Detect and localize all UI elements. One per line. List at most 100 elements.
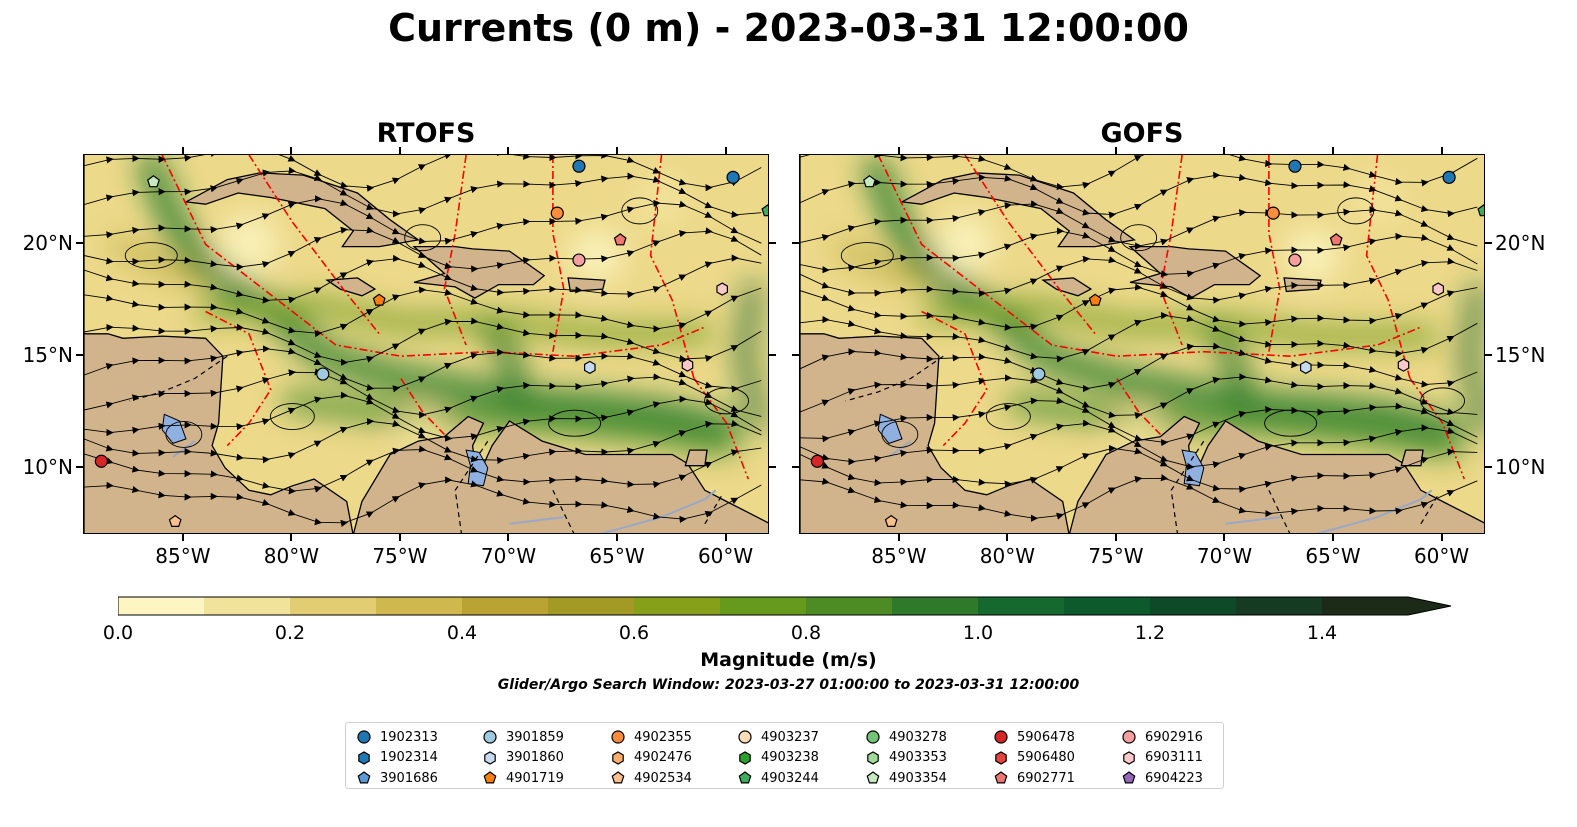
float-marker-4903354 [147,175,160,188]
rtofs-map [83,154,769,534]
y-tick-mark [76,465,83,468]
colorbar-bin [462,597,549,615]
legend-item-label: 3901686 [380,770,438,786]
y-tick-label: 10°N [22,454,73,479]
x-tick-mark [1440,534,1443,541]
float-marker-3901860 [1300,360,1312,375]
y-tick-mark [1485,354,1492,357]
x-tick-mark [507,147,510,154]
gofs-map [799,154,1485,534]
y-tick-label: 10°N [1495,454,1546,479]
y-tick-mark [76,354,83,357]
legend-column: 3901859 3901860 4901719 [482,727,564,789]
x-tick-label: 80°W [979,544,1036,568]
float-marker-3901859 [316,367,330,381]
x-tick-label: 75°W [1088,544,1144,568]
legend-item: 3901859 [482,727,564,748]
colorbar-bin [376,597,463,615]
float-marker-6903111 [716,282,729,296]
hexagon-marker-icon [484,751,496,765]
x-tick-mark [290,534,293,541]
hexagon-marker-icon [1123,751,1135,765]
x-tick-mark [398,147,401,154]
y-tick-mark [769,354,776,357]
legend-item-label: 4902476 [634,750,692,766]
x-tick-mark [181,534,184,541]
legend-column: 4903237 4903238 4903244 [737,727,819,789]
pentagon-marker-icon [611,771,625,784]
circle-marker-icon [611,730,625,744]
figure-title: Currents (0 m) - 2023-03-31 12:00:00 [388,6,1189,50]
x-tick-mark [290,147,293,154]
legend-item: 3901686 [356,768,438,789]
x-tick-mark [1114,534,1117,541]
legend-item: 6902771 [993,768,1075,789]
x-tick-label: 70°W [1196,544,1253,568]
x-tick-mark [724,534,727,541]
legend-item-label: 4902534 [634,770,692,786]
colorbar-bin [978,597,1065,615]
y-tick-mark [1485,465,1492,468]
colorbar-bin [1236,597,1323,615]
float-marker-4903244 [761,204,768,217]
legend-column: 4902355 4902476 4902534 [610,727,692,789]
y-tick-mark [769,242,776,245]
legend-item-label: 4903278 [889,729,947,745]
float-marker-4903354 [863,175,876,188]
legend-item: 6902916 [1121,727,1203,748]
colorbar-tick-label: 1.2 [1134,622,1166,644]
legend-item-label: 1902314 [380,750,438,766]
panel-title-gofs: GOFS [1100,118,1184,149]
float-marker-6902916 [572,253,586,267]
legend-item-label: 4903244 [761,770,819,786]
x-tick-label: 65°W [589,544,645,568]
x-tick-label: 70°W [480,544,537,568]
circle-marker-icon [357,730,371,744]
legend-item: 4903353 [865,748,947,769]
x-tick-label: 85°W [871,544,927,568]
y-tick-label: 15°N [22,343,73,368]
hexagon-marker-icon [358,751,370,765]
colorbar-bin [1322,597,1409,615]
x-tick-mark [1006,534,1009,541]
circle-marker-icon [483,730,497,744]
legend-item-label: 3901859 [506,729,564,745]
circle-marker-icon [738,730,752,744]
float-marker-4902355 [550,206,564,220]
legend-item: 4903354 [865,768,947,789]
y-tick-mark [769,465,776,468]
x-tick-mark [1440,147,1443,154]
legend-item: 1902314 [356,748,438,769]
colorbar-tick-label: 0.6 [618,622,650,644]
x-tick-mark [1006,147,1009,154]
y-tick-mark [76,242,83,245]
circle-marker-icon [866,730,880,744]
hexagon-marker-icon [867,751,879,765]
float-marker-5906478 [810,454,824,468]
y-tick-label: 15°N [1495,343,1546,368]
y-tick-label: 20°N [1495,231,1546,256]
float-marker-6903111 [1397,358,1410,372]
legend-column: 1902313 1902314 3901686 [356,727,438,789]
x-tick-mark [1223,534,1226,541]
x-tick-mark [724,147,727,154]
pentagon-marker-icon [994,771,1008,784]
colorbar-bin [720,597,807,615]
colorbar-tick-label: 0.0 [102,622,134,644]
float-marker-4902355 [1266,206,1280,220]
float-marker-1902313 [1288,159,1302,173]
float-marker-4902534 [168,514,182,527]
legend-item-label: 4903354 [889,770,947,786]
colorbar [117,596,1453,616]
x-tick-mark [181,147,184,154]
colorbar-bin [118,597,205,615]
legend-item: 1902313 [356,727,438,748]
legend-item: 4903238 [737,748,819,769]
x-tick-label: 85°W [155,544,211,568]
float-marker-1902313 [726,170,740,184]
colorbar-tick-label: 1.4 [1306,622,1338,644]
x-tick-mark [1332,534,1335,541]
legend-item: 6904223 [1121,768,1203,789]
pentagon-marker-icon [1122,771,1136,784]
legend-item-label: 4901719 [506,770,564,786]
